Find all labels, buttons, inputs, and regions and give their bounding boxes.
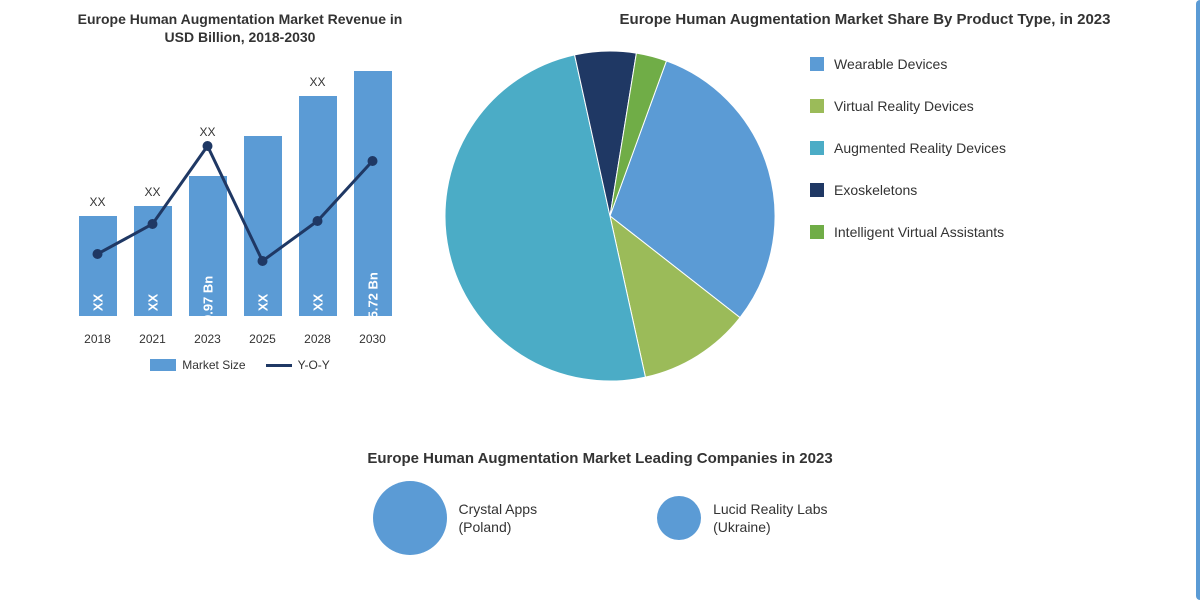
x-axis-label: 2023 [185,332,230,346]
bar-value-label: 69.97 Bn [200,276,215,329]
bar: XX [244,136,282,316]
legend-swatch [810,225,824,239]
legend-swatch [810,99,824,113]
pie-legend-item: Exoskeletons [810,182,1006,198]
legend-label: Augmented Reality Devices [834,140,1006,156]
pie-chart [430,36,790,396]
company-bubble: Lucid Reality Labs(Ukraine) [657,496,827,540]
bar-column: XX [295,96,340,316]
legend-swatch [810,141,824,155]
bar-column: XX [130,206,175,316]
legend-swatch [810,183,824,197]
bar-column: XX [75,216,120,316]
line-point-label: XX [199,125,215,139]
pie-chart-title: Europe Human Augmentation Market Share B… [430,10,1180,30]
bar: 69.97 Bn [189,176,227,316]
x-axis-label: 2021 [130,332,175,346]
bar-column: XX [240,136,285,316]
companies-title: Europe Human Augmentation Market Leading… [40,450,1160,467]
line-point-label: XX [309,75,325,89]
bar-chart-title: Europe Human Augmentation Market Revenue… [70,10,410,46]
bar: XX [299,96,337,316]
bar-value-label: XX [90,294,105,311]
bar-chart-panel: Europe Human Augmentation Market Revenue… [0,0,420,450]
line-point-label: XX [144,185,160,199]
legend-label: Virtual Reality Devices [834,98,974,114]
legend-label: Wearable Devices [834,56,947,72]
companies-panel: Europe Human Augmentation Market Leading… [0,450,1200,555]
pie-chart-legend: Wearable Devices Virtual Reality Devices A… [810,36,1006,240]
line-point-label: XX [89,195,105,209]
bar-column: 265.72 Bn [350,71,395,316]
company-label: Crystal Apps(Poland) [459,500,538,536]
legend-label: Market Size [182,358,245,372]
bar-value-label: XX [310,294,325,311]
x-axis-label: 2018 [75,332,120,346]
pie-legend-item: Wearable Devices [810,56,1006,72]
bar-chart-legend: Market Size Y-O-Y [70,358,410,372]
pie-legend-item: Virtual Reality Devices [810,98,1006,114]
legend-label: Intelligent Virtual Assistants [834,224,1004,240]
bar-value-label: 265.72 Bn [365,273,380,334]
bar-chart: XX XX 69.97 Bn XX XX 265.72 Bn 2018 2021 2023 20… [70,56,400,346]
pie-legend-item: Augmented Reality Devices [810,140,1006,156]
company-bubbles: Crystal Apps(Poland) Lucid Reality Labs(U… [40,481,1160,555]
legend-label: Exoskeletons [834,182,917,198]
x-axis-label: 2030 [350,332,395,346]
bar-column: 69.97 Bn [185,176,230,316]
pie-chart-panel: Europe Human Augmentation Market Share B… [420,0,1200,450]
x-axis-label: 2025 [240,332,285,346]
pie-legend-item: Intelligent Virtual Assistants [810,224,1006,240]
company-label: Lucid Reality Labs(Ukraine) [713,500,827,536]
bar-value-label: XX [255,294,270,311]
legend-yoy: Y-O-Y [266,358,330,372]
frame-edge [1196,0,1200,600]
bar: XX [134,206,172,316]
bar-value-label: XX [145,294,160,311]
bar: 265.72 Bn [354,71,392,316]
x-axis-label: 2028 [295,332,340,346]
bar: XX [79,216,117,316]
bubble-circle [657,496,701,540]
company-bubble: Crystal Apps(Poland) [373,481,538,555]
legend-swatch [810,57,824,71]
legend-label: Y-O-Y [298,358,330,372]
legend-market-size: Market Size [150,358,245,372]
bubble-circle [373,481,447,555]
